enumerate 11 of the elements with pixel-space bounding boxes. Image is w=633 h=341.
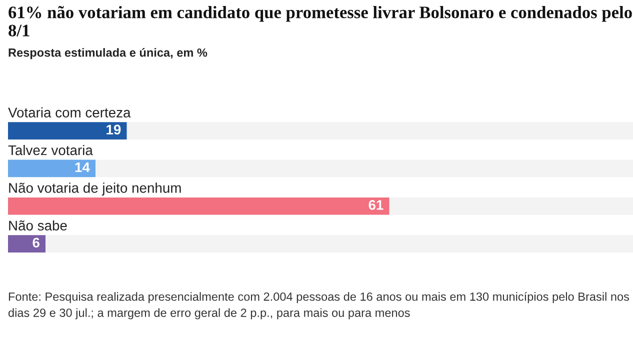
data-label: 61 <box>368 200 384 210</box>
data-label: 14 <box>75 162 90 172</box>
data-label: 19 <box>106 124 121 135</box>
y-tick-label: Talvez votaria <box>8 144 93 156</box>
y-tick-label: Não sabe <box>9 220 67 231</box>
chart-title: 61% não votariam em candidato que prometesse livrar Bolsonaro e condenados pelo 8/1 <box>8 6 632 36</box>
y-tick-label: Votaria com certeza <box>8 107 131 118</box>
y-tick-label: Não votaria de jeito nenhum <box>9 182 181 196</box>
data-label: 6 <box>32 238 40 248</box>
chart-subtitle: Resposta estimulada e única, em % <box>8 48 208 60</box>
source-note: Fonte: Pesquisa realizada presencialmente com 2.004 pessoas de 16 anos ou mais em 130 municípios pelo Brasil nos dias 29 e 30 jul.; a margem de erro geral de 2 p.p., para mais ou para menos <box>8 292 630 320</box>
